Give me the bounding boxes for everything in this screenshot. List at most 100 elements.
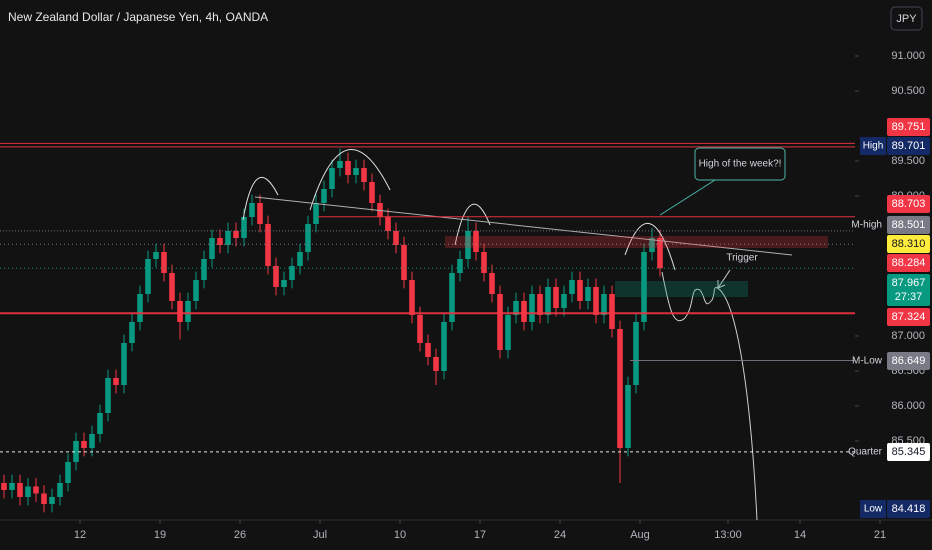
candle-body (265, 223, 271, 266)
candle-body (353, 167, 359, 175)
x-tick-label: 26 (234, 529, 246, 541)
price-tag-label: 88.284 (892, 257, 926, 269)
candle-body (249, 202, 255, 217)
candle-body (33, 486, 39, 494)
candle-body (297, 251, 303, 266)
candle-body (657, 237, 663, 269)
candle-body (113, 377, 119, 385)
name-tag-label: Low (864, 504, 883, 515)
candle-body (553, 286, 559, 308)
price-tag (887, 500, 930, 518)
candle-body (457, 258, 463, 273)
candle-body (201, 258, 207, 280)
candle-body (153, 251, 159, 259)
candle-body (505, 314, 511, 350)
currency-button[interactable] (890, 6, 923, 31)
arc (309, 149, 391, 211)
candle-body (633, 321, 639, 385)
candle-body (241, 216, 247, 238)
candle-body (569, 279, 575, 294)
candle-body (649, 237, 655, 252)
candle-body (129, 321, 135, 343)
arc (242, 176, 279, 221)
price-tag-label: 87.967 (892, 277, 926, 289)
candle-body (441, 321, 447, 371)
price-tag-label: 88.310 (892, 238, 926, 250)
countdown: 27:37 (895, 291, 923, 303)
candle-body (609, 293, 615, 329)
candle-body (145, 258, 151, 294)
callout-box (694, 147, 786, 181)
candle-body (169, 272, 175, 301)
price-tag (887, 352, 930, 370)
candle-body (489, 272, 495, 294)
candle-body (273, 265, 279, 287)
candle-body (425, 342, 431, 357)
candle-body (25, 486, 31, 497)
candle-body (9, 482, 15, 490)
y-tick-label: 86.000 (891, 400, 925, 412)
price-tag-label: 89.701 (892, 140, 926, 152)
price-tag (887, 443, 930, 461)
candle-body (81, 440, 87, 448)
candle-body (73, 440, 79, 462)
candle-body (537, 293, 543, 315)
price-tag (887, 216, 930, 234)
supply-zone (445, 236, 828, 248)
price-tag-label: 88.703 (892, 198, 926, 210)
candle-body (281, 279, 287, 287)
candle-body (473, 230, 479, 252)
y-tick-label: 87.000 (891, 330, 925, 342)
candle-body (217, 237, 223, 245)
candle-body (17, 482, 23, 497)
candle-body (185, 300, 191, 322)
x-tick-label: Jul (313, 529, 327, 541)
candle-body (321, 188, 327, 203)
candle-body (225, 230, 231, 245)
price-tag (887, 137, 930, 155)
candle-body (193, 279, 199, 301)
candle-body (345, 160, 351, 175)
price-tag (887, 195, 930, 213)
candle-body (433, 356, 439, 371)
price-tag (887, 254, 930, 272)
x-tick-label: 19 (154, 529, 166, 541)
candle-body (465, 230, 471, 259)
candle-body (121, 342, 127, 385)
candle-body (625, 384, 631, 448)
candle-body (313, 202, 319, 224)
candle-body (385, 216, 391, 231)
arc (624, 223, 676, 271)
candle-body (337, 160, 343, 168)
price-tag-label: 87.324 (892, 311, 926, 323)
level-name: Quarter (848, 447, 883, 458)
projection (661, 271, 758, 521)
price-tag (887, 235, 930, 253)
callout-pointer (659, 179, 716, 216)
name-tag (860, 500, 886, 518)
price-tag-label: 88.501 (892, 219, 926, 231)
x-tick-label: 21 (874, 529, 886, 541)
drawings (242, 149, 793, 521)
chart-title: New Zealand Dollar / Japanese Yen, 4h, O… (8, 10, 268, 24)
candle-body (361, 167, 367, 182)
currency-label[interactable]: JPY (896, 13, 917, 25)
x-tick-label: 13:00 (714, 529, 742, 541)
price-tag-label: 86.649 (892, 355, 926, 367)
trigger-zone (615, 281, 748, 297)
x-tick-label: Aug (630, 529, 650, 541)
candle-body (41, 493, 47, 504)
name-tag-label: High (863, 141, 884, 152)
x-tick-label: 10 (394, 529, 406, 541)
candle-body (377, 202, 383, 217)
candle-body (105, 377, 111, 413)
candle-body (305, 223, 311, 252)
level-name: M-Low (852, 356, 883, 367)
candle-body (97, 412, 103, 434)
x-tick-label: 12 (74, 529, 86, 541)
x-tick-label: 24 (554, 529, 566, 541)
candle-body (161, 251, 167, 273)
candle-body (209, 237, 215, 259)
candle-body (513, 300, 519, 315)
